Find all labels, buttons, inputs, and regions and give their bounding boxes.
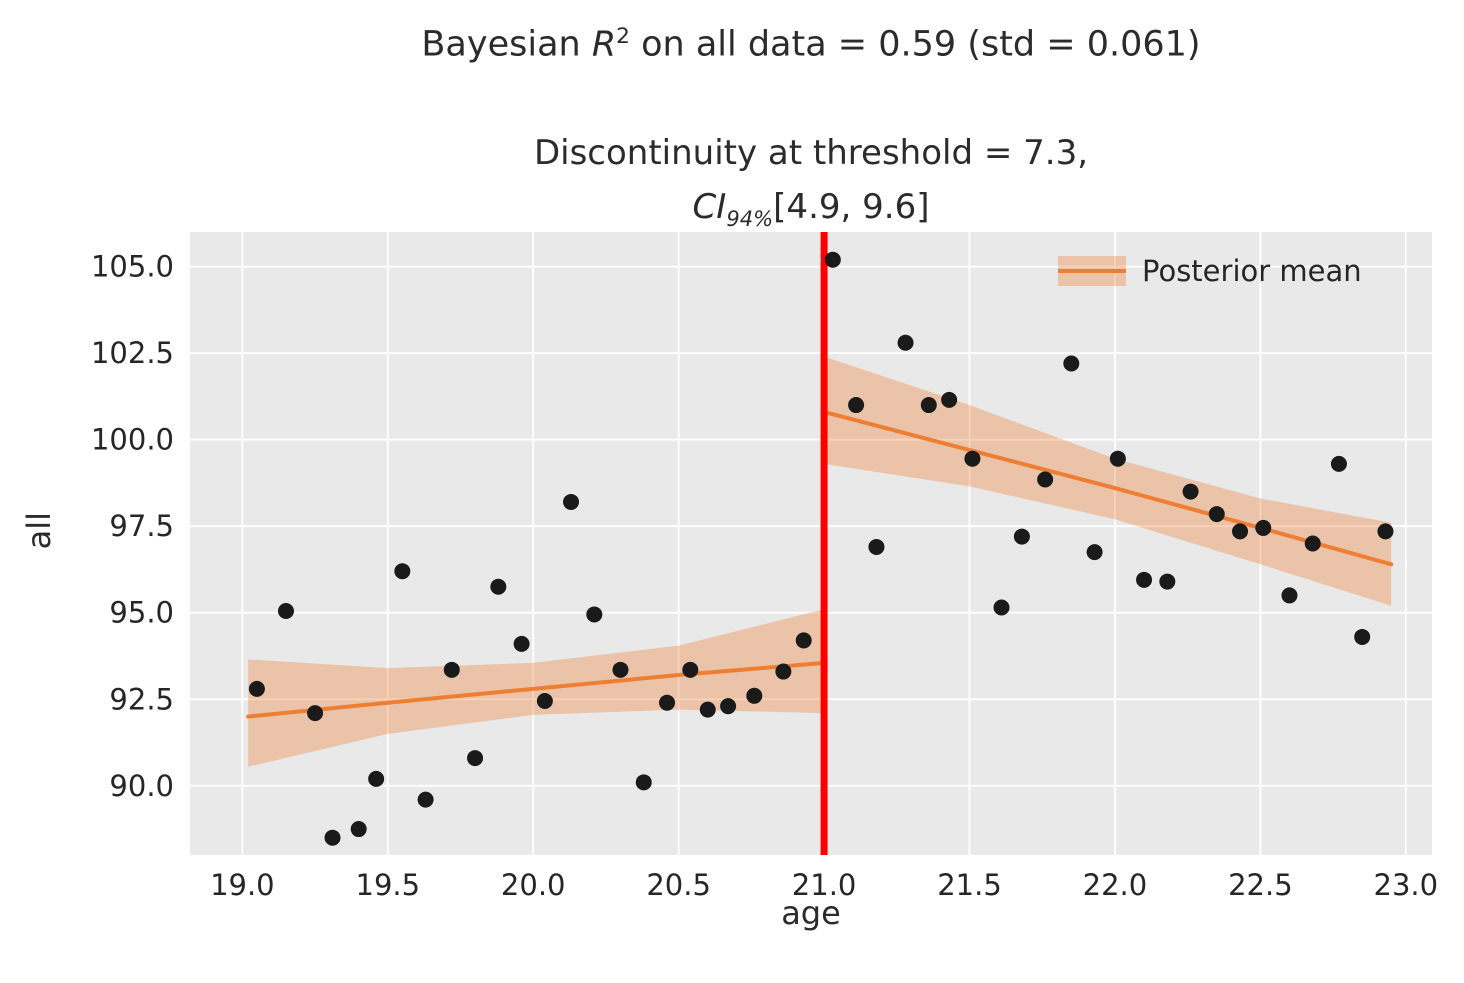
ci-sub: 94% [726,205,774,231]
scatter-point [417,791,434,808]
y-tick-label: 97.5 [109,509,174,543]
scatter-point [1182,483,1199,500]
scatter-point [1354,628,1371,645]
posterior-line-swatch [1058,269,1126,273]
x-axis-label: age [781,894,841,932]
scatter-point [307,705,324,722]
x-tick-label: 22.5 [1228,868,1293,902]
posterior-mean-line-pre-threshold [246,660,827,719]
scatter-point [513,635,530,652]
scatter-point [1232,523,1249,540]
y-tick-label: 95.0 [109,596,174,630]
x-tick-label: 23.0 [1374,868,1439,902]
scatter-point [1013,528,1030,545]
scatter-point [1304,535,1321,552]
posterior-mean-swatch [1058,256,1126,286]
axes-title-line1: Discontinuity at threshold = 7.3, [533,133,1089,173]
scatter-point [612,661,629,678]
ci-var: CI [692,187,727,227]
chart-title-post: on all data = 0.59 (std = 0.061) [629,24,1201,65]
scatter-point [1109,450,1126,467]
scatter-point [897,334,914,351]
scatter-point [635,774,652,791]
scatter-point [1281,587,1298,604]
y-tick-label: 102.5 [91,336,174,370]
y-tick-label: 90.0 [109,769,174,803]
scatter-point [920,397,937,414]
y-tick-label: 100.0 [91,423,174,457]
scatter-point [536,692,553,709]
scatter-point [659,694,676,711]
chart-title-pre: Bayesian [421,24,592,65]
x-tick-label: 21.5 [937,868,1002,902]
plot-background [190,232,1432,855]
scatter-point [824,251,841,268]
scatter-point [775,663,792,680]
scatter-point [1037,471,1054,488]
legend: Posterior mean [1058,254,1362,288]
scatter-point [848,397,865,414]
x-tick-label: 19.5 [356,868,421,902]
scatter-point [394,563,411,580]
x-tick-label: 20.0 [501,868,566,902]
x-tick-label: 21.0 [792,868,857,902]
chart-title-sup: 2 [616,24,630,49]
scatter-point [324,829,341,846]
scatter-point [868,538,885,555]
legend-label: Posterior mean [1142,254,1362,288]
x-tick-label: 20.5 [646,868,711,902]
scatter-point [1159,573,1176,590]
ci-interval: [4.9, 9.6] [773,187,930,227]
scatter-point [277,602,294,619]
scatter-point [368,770,385,787]
scatter-point [1377,523,1394,540]
scatter-point [699,701,716,718]
scatter-point [1086,544,1103,561]
posterior-mean-line-post-threshold [822,409,1394,567]
scatter-point [1208,506,1225,523]
scatter-point [964,450,981,467]
scatter-point [1136,571,1153,588]
credible-band-post-threshold [824,356,1392,606]
scatter-point [682,661,699,678]
scatter-point [443,661,460,678]
scatter-point [1330,455,1347,472]
x-tick-label: 22.0 [1083,868,1148,902]
axes-title: Discontinuity at threshold = 7.3, CI94%[… [190,126,1432,246]
x-tick-label: 19.0 [210,868,275,902]
scatter-point [941,391,958,408]
scatter-point [795,632,812,649]
scatter-point [1255,519,1272,536]
scatter-point [467,750,484,767]
chart-title-var: R [591,24,617,65]
scatter-point [586,606,603,623]
scatter-point [993,599,1010,616]
axes-title-line2: CI94%[4.9, 9.6] [190,180,1432,246]
scatter-point [720,698,737,715]
scatter-point [490,578,507,595]
scatter-point [350,821,367,838]
y-tick-label: 105.0 [91,250,174,284]
y-axis-label: all [20,512,58,550]
y-tick-label: 92.5 [109,682,174,716]
scatter-point [248,680,265,697]
scatter-point [563,493,580,510]
scatter-point [1063,355,1080,372]
chart-title: Bayesian R2 on all data = 0.59 (std = 0.… [190,24,1432,65]
scatter-point [746,687,763,704]
